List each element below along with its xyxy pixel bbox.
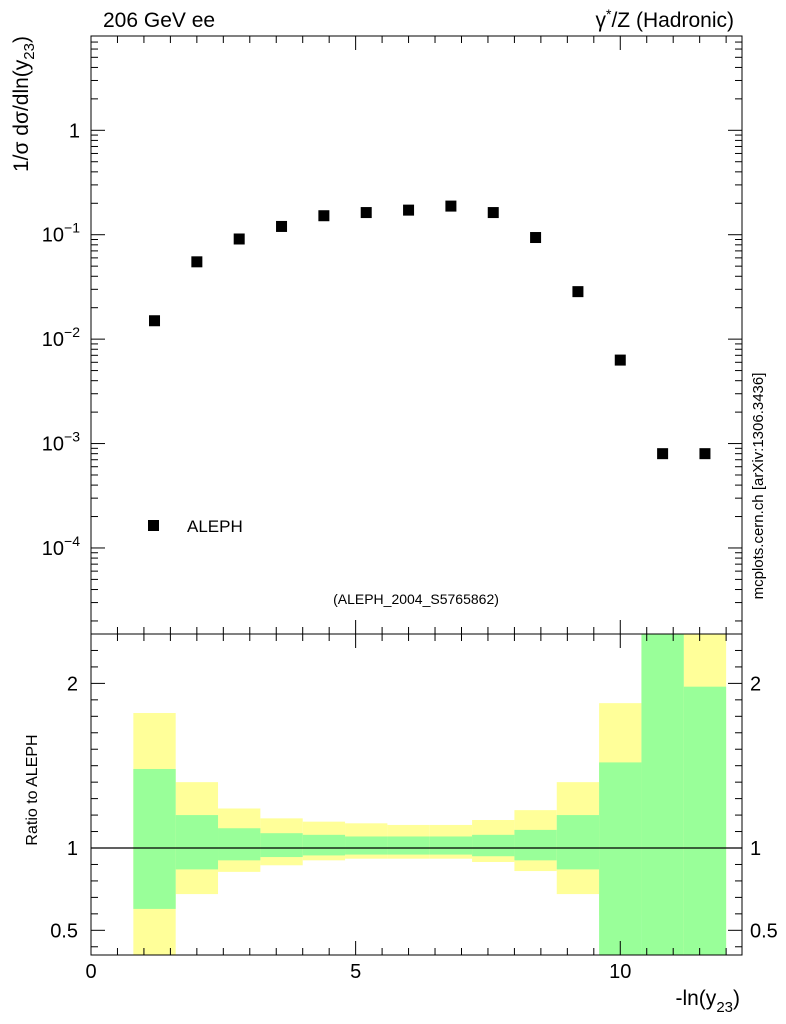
uncertainty-bar <box>175 815 219 870</box>
x-tick-label: 10 <box>609 961 631 983</box>
uncertainty-bar <box>302 834 346 856</box>
data-point <box>445 200 457 212</box>
main-plot-frame <box>90 35 743 635</box>
data-point <box>318 210 330 222</box>
process-label: γ*/Z (Hadronic) <box>596 6 734 32</box>
main-plot-panel: 1 10−1 10−2 10−3 10−4 <box>42 35 743 635</box>
collision-energy-label: 206 GeV ee <box>103 9 215 32</box>
uncertainty-bar <box>683 686 727 955</box>
uncertainty-bands <box>133 634 727 955</box>
uncertainty-bar <box>260 833 303 858</box>
uncertainty-bar <box>472 834 515 857</box>
y-tick-label: 1 <box>69 120 80 142</box>
data-point <box>572 286 584 298</box>
main-y-tick-labels: 1 10−1 10−2 10−3 10−4 <box>42 120 80 560</box>
uncertainty-bar <box>641 634 684 955</box>
uncertainty-bar <box>514 829 557 861</box>
y-tick-label: 10−3 <box>42 429 80 456</box>
ratio-y-tick-label-right: 2 <box>750 673 761 695</box>
ratio-y-tick-label-right: 0.5 <box>750 920 778 942</box>
x-axis-title: -ln(y23) <box>675 987 740 1016</box>
uncertainty-bar <box>218 828 261 861</box>
legend-marker-icon <box>148 520 159 531</box>
uncertainty-bar <box>345 836 388 855</box>
data-point <box>657 448 669 460</box>
data-point <box>699 448 711 460</box>
y-tick-label: 10−1 <box>42 220 80 247</box>
uncertainty-bar <box>387 836 430 855</box>
ratio-tick-labels: 0.5 0.5 1 1 2 2 0 5 10 <box>50 673 778 983</box>
analysis-id-label: (ALEPH_2004_S5765862) <box>333 591 499 607</box>
ratio-plot-panel: 0.5 0.5 1 1 2 2 0 5 10 <box>50 633 778 983</box>
ratio-y-tick-label: 0.5 <box>50 920 78 942</box>
main-axis-ticks <box>90 35 742 634</box>
ratio-axis-ticks <box>90 633 742 955</box>
data-point <box>360 207 372 219</box>
main-y-axis-title: 1/σ dσ/dln(y23) <box>10 36 38 172</box>
uncertainty-bar <box>599 762 642 955</box>
data-point <box>403 204 415 216</box>
ratio-y-axis-title: Ratio to ALEPH <box>24 734 41 845</box>
ratio-y-tick-label: 1 <box>67 838 78 860</box>
data-point <box>614 354 626 366</box>
uncertainty-bar <box>429 836 473 855</box>
x-tick-label: 0 <box>85 961 96 983</box>
data-point <box>530 232 542 244</box>
data-point <box>487 207 499 219</box>
data-point <box>233 233 245 245</box>
ratio-y-tick-label-right: 1 <box>750 838 761 860</box>
data-points <box>149 200 711 460</box>
data-point <box>276 220 288 232</box>
y-tick-label: 10−2 <box>42 324 80 351</box>
ratio-y-tick-label: 2 <box>67 673 78 695</box>
data-point <box>149 315 161 327</box>
x-tick-label: 5 <box>350 961 361 983</box>
source-watermark: mcplots.cern.ch [arXiv:1306.3436] <box>750 373 767 600</box>
data-point <box>191 256 203 268</box>
uncertainty-bar <box>556 815 600 870</box>
legend-label: ALEPH <box>187 517 243 536</box>
ratio-plot-frame <box>90 633 743 956</box>
uncertainty-bar <box>133 768 176 909</box>
y-tick-label: 10−4 <box>42 533 80 560</box>
